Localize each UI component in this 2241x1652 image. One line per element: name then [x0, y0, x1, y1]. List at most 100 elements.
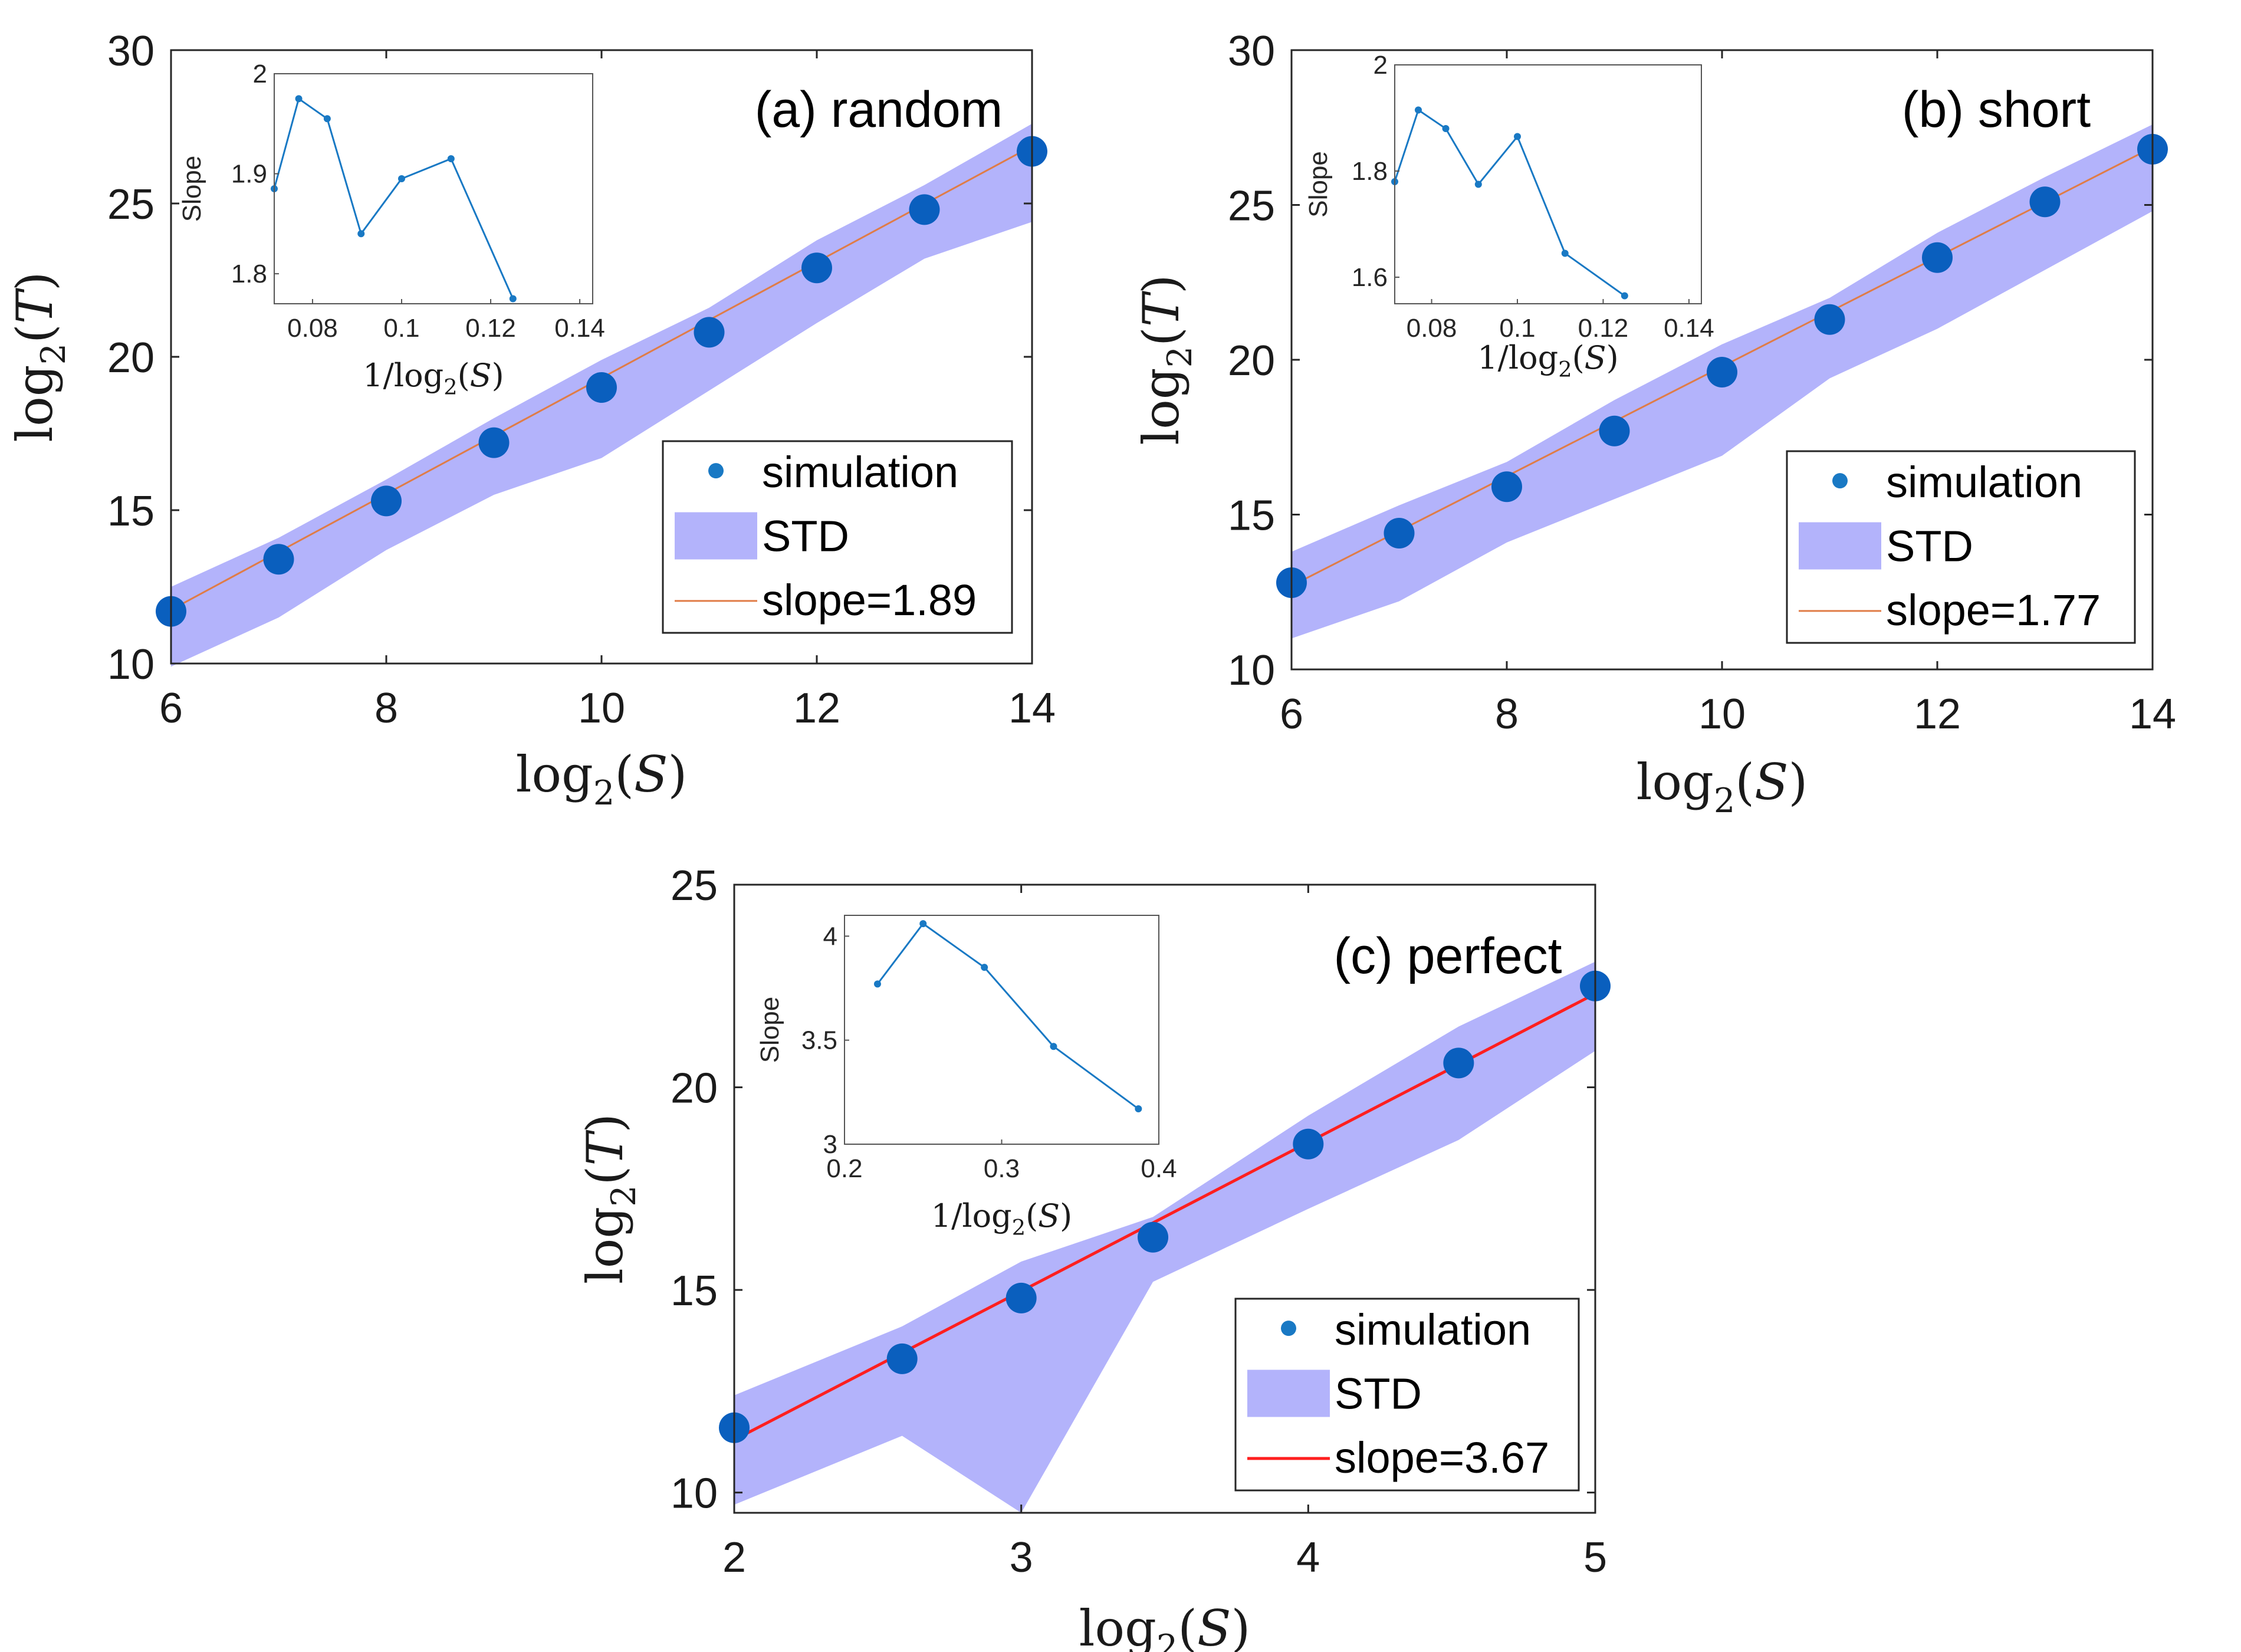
panel-c-perfect: 2 3 4 5 10 15 20 25 log2(S) log2(T) (c) perfect sim… [576, 862, 1611, 1652]
simulation-point [694, 317, 725, 348]
inset-chart: 0.2 0.3 0.4 3 3.5 4 Slope 1/log2(S) [755, 915, 1177, 1240]
inset-x-tick-label: 0.1 [383, 314, 419, 343]
simulation-point [1443, 1047, 1474, 1079]
inset-axes-box [1394, 64, 1702, 304]
inset-x-tick-label: 0.12 [465, 314, 516, 343]
legend-simulation-marker [1281, 1321, 1296, 1336]
legend-fit-label: slope=1.89 [762, 576, 977, 625]
inset-y-tick-label: 1.9 [231, 160, 267, 189]
panel-annotation: (b) short [1902, 81, 2091, 138]
simulation-point [909, 194, 940, 225]
inset-point [295, 95, 303, 103]
inset-point [1561, 249, 1569, 257]
inset-x-tick-label: 0.08 [287, 314, 338, 343]
simulation-point [1138, 1221, 1169, 1253]
inset-plot-area [1395, 65, 1701, 304]
inset-plot-area [274, 74, 593, 304]
x-axis-label: log2(S) [516, 745, 688, 813]
legend-simulation-marker [1832, 473, 1848, 489]
inset-point [447, 155, 455, 163]
x-axis-label: log2(S) [1079, 1600, 1251, 1652]
y-tick-label: 20 [671, 1065, 718, 1112]
simulation-point [263, 544, 294, 575]
inset-y-axis-label: Slope [755, 997, 784, 1063]
inset-y-tick-label: 3 [823, 1130, 837, 1159]
y-tick-label: 25 [1228, 183, 1275, 230]
inset-y-tick-label: 1.6 [1352, 263, 1388, 292]
x-tick-label: 10 [1698, 691, 1746, 738]
inset-chart: 0.08 0.1 0.12 0.14 1.8 1.9 2 Slope 1/log2(S) [178, 60, 605, 400]
panel-b-short: 6 8 10 12 14 10 15 20 25 30 log2(S) log2(T) (b) shor… [1132, 28, 2176, 820]
legend-std-swatch [1247, 1369, 1330, 1417]
y-tick-label: 15 [107, 488, 155, 535]
inset-x-tick-label: 0.3 [984, 1154, 1020, 1183]
inset-chart: 0.08 0.1 0.12 0.14 1.6 1.8 2 Slope 1/log2(S) [1304, 51, 1714, 382]
inset-point [1050, 1043, 1057, 1050]
inset-x-tick-label: 0.2 [826, 1154, 862, 1183]
inset-x-tick-label: 0.12 [1578, 314, 1629, 343]
inset-x-tick-label: 0.1 [1499, 314, 1535, 343]
x-tick-label: 6 [1280, 691, 1303, 738]
inset-point [873, 980, 881, 988]
inset-y-axis-label: Slope [1304, 151, 1333, 218]
inset-x-axis-label: 1/log2(S) [931, 1197, 1072, 1240]
simulation-point [1707, 357, 1737, 387]
simulation-point [1599, 415, 1630, 446]
inset-point [1621, 292, 1628, 300]
legend-simulation-label: simulation [762, 448, 958, 497]
inset-y-tick-label: 2 [1373, 51, 1388, 80]
legend-std-label: STD [1886, 522, 1973, 571]
x-tick-label: 4 [1296, 1534, 1320, 1581]
inset-y-tick-label: 3.5 [801, 1026, 837, 1055]
simulation-point [2029, 186, 2061, 218]
inset-x-axis-label: 1/log2(S) [363, 357, 504, 400]
x-tick-label: 8 [374, 685, 398, 732]
simulation-point [1006, 1282, 1037, 1313]
legend-std-swatch [675, 512, 757, 560]
y-tick-label: 30 [107, 28, 155, 75]
simulation-point [478, 427, 510, 458]
inset-y-tick-label: 1.8 [1352, 157, 1388, 186]
x-axis-label: log2(S) [1637, 753, 1808, 820]
y-tick-label: 10 [671, 1470, 718, 1518]
simulation-point [801, 252, 832, 284]
x-tick-label: 14 [2129, 691, 2176, 738]
inset-point [981, 964, 988, 971]
simulation-point [1814, 304, 1845, 335]
y-tick-label: 30 [1228, 28, 1275, 75]
inset-point [1135, 1105, 1142, 1113]
inset-point [919, 920, 927, 928]
y-tick-label: 10 [107, 641, 155, 688]
legend-fit-label: slope=1.77 [1886, 586, 2101, 635]
axes-box [733, 884, 1596, 1514]
legend-std-label: STD [1335, 1369, 1422, 1418]
x-tick-label: 2 [722, 1534, 746, 1581]
inset-y-tick-label: 4 [823, 922, 837, 951]
y-axis-label: log2(T) [6, 271, 73, 442]
inset-axes-box [274, 73, 593, 304]
y-tick-label: 15 [1228, 492, 1275, 540]
y-tick-label: 20 [107, 334, 155, 382]
inset-point [1474, 180, 1482, 188]
y-tick-label: 25 [671, 862, 718, 909]
inset-y-tick-label: 2 [253, 60, 267, 88]
simulation-point [1922, 242, 1953, 273]
simulation-point [1293, 1128, 1324, 1160]
inset-plot-area [845, 915, 1159, 1144]
legend-simulation-label: simulation [1335, 1305, 1531, 1354]
inset-point [1514, 133, 1521, 140]
panel-annotation: (c) perfect [1333, 928, 1562, 984]
inset-point [357, 230, 365, 238]
panel-annotation: (a) random [755, 81, 1003, 138]
inset-x-tick-label: 0.08 [1407, 314, 1457, 343]
y-tick-label: 25 [107, 181, 155, 228]
y-tick-label: 10 [1228, 647, 1275, 694]
legend-std-swatch [1799, 522, 1881, 570]
y-axis-label: log2(T) [576, 1114, 643, 1284]
x-tick-label: 3 [1010, 1534, 1033, 1581]
legend-std-label: STD [762, 512, 849, 561]
legend-simulation-marker [708, 463, 724, 479]
inset-y-tick-label: 1.8 [231, 260, 267, 288]
x-tick-label: 5 [1583, 1534, 1607, 1581]
